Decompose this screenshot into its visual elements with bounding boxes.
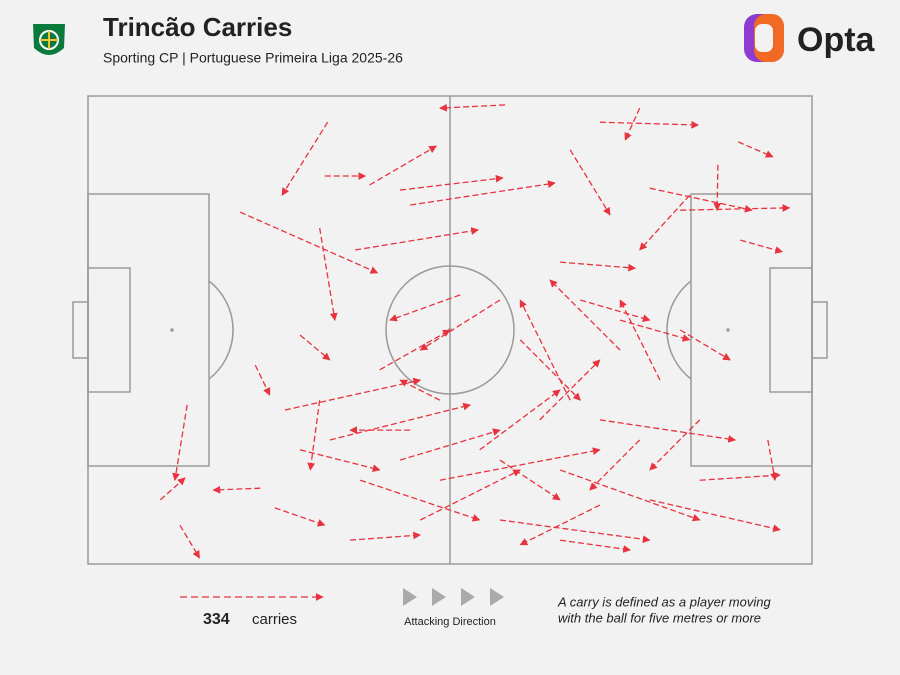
carry-arrow <box>589 439 641 491</box>
carry-arrow <box>254 364 271 396</box>
carry-arrow <box>649 419 701 471</box>
carries <box>159 103 791 559</box>
carry-arrow <box>499 459 561 501</box>
carry-arrow <box>420 469 521 521</box>
carry-arrow <box>369 145 437 186</box>
carry-arrow <box>360 479 481 522</box>
carry-arrow <box>410 180 556 206</box>
carry-arrow <box>399 379 441 401</box>
carry-arrow <box>559 539 632 553</box>
carry-arrow <box>399 428 501 461</box>
carry-total: 334 <box>203 611 230 628</box>
carry-arrow <box>212 485 261 494</box>
carry-arrow <box>519 504 601 546</box>
carry-arrow <box>639 194 691 251</box>
carry-arrow <box>319 227 338 321</box>
carry-arrow <box>281 121 329 196</box>
carry-arrow <box>599 120 700 129</box>
brand-logo: Opta <box>744 14 876 62</box>
carry-arrow <box>179 524 201 559</box>
carry-arrow <box>737 141 774 158</box>
carry-arrow <box>389 294 461 322</box>
pitch <box>72 95 828 565</box>
carry-arrow <box>479 389 561 451</box>
note-line: A carry is defined as a player moving <box>557 594 771 609</box>
carry-arrow <box>619 319 691 342</box>
carry-arrow <box>307 400 321 471</box>
carry-arrow <box>680 204 791 212</box>
carry-arrow <box>284 377 422 411</box>
carry-arrow <box>580 299 651 322</box>
carry-arrow <box>740 239 784 254</box>
carry-arrow <box>329 402 472 441</box>
carry-arrow <box>519 299 571 401</box>
carry-arrow <box>439 103 506 112</box>
carry-arrow <box>159 477 186 501</box>
carry-arrow <box>559 469 701 522</box>
chart-title: Trincão Carries <box>103 12 292 42</box>
carry-arrow <box>419 299 501 351</box>
note-line: with the ball for five metres or more <box>558 610 761 625</box>
carry-arrow <box>299 449 381 472</box>
carry-unit: carries <box>252 611 297 628</box>
carry-arrow <box>379 329 451 371</box>
direction-label: Attacking Direction <box>404 616 496 628</box>
carry-arrow <box>439 447 601 481</box>
chart-subtitle: Sporting CP | Portuguese Primeira Liga 2… <box>103 50 403 66</box>
carry-arrow <box>172 404 188 481</box>
brand-name: Opta <box>797 21 876 59</box>
direction-arrows <box>403 588 504 606</box>
carry-arrow <box>239 211 379 274</box>
carry-arrow <box>350 531 422 541</box>
carry-arrow <box>299 334 331 361</box>
carry-arrow <box>699 471 781 481</box>
carry-arrow <box>499 519 651 544</box>
carry-arrow <box>559 261 637 272</box>
club-badge <box>33 24 65 55</box>
carry-arrow <box>399 174 504 191</box>
carry-arrow <box>767 439 778 481</box>
carry-arrow <box>649 499 781 533</box>
carry-arrow <box>539 359 601 421</box>
carry-arrow <box>624 107 641 141</box>
carry-arrow <box>549 279 621 351</box>
carry-arrow <box>519 339 581 401</box>
carry-arrow <box>599 419 737 443</box>
carry-arrow <box>713 164 722 211</box>
carry-arrow <box>569 149 611 216</box>
carry-arrow <box>355 227 480 251</box>
